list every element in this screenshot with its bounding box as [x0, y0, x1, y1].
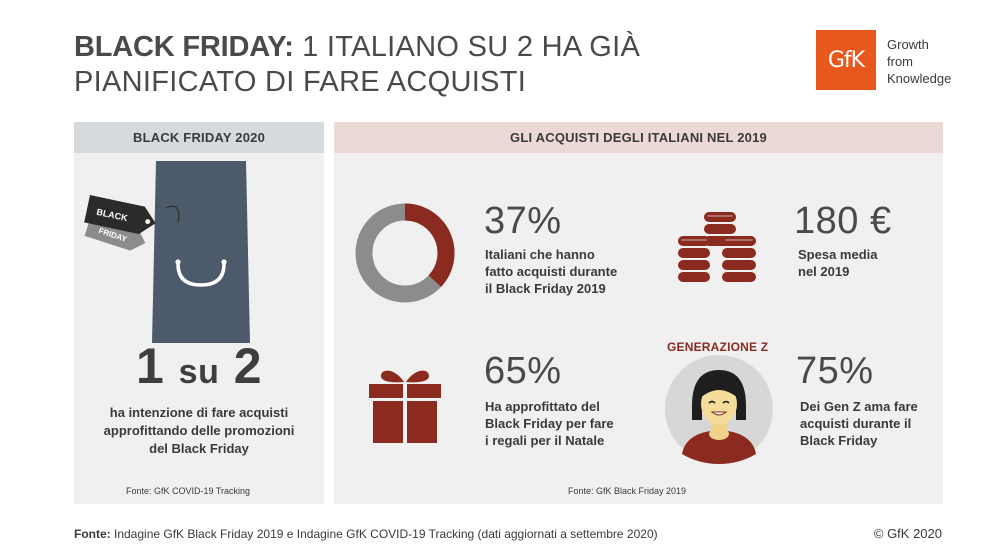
footer-text: Indagine GfK Black Friday 2019 e Indagin…: [114, 527, 658, 541]
left-desc-line3: del Black Friday: [149, 441, 249, 456]
logo-line2: from: [887, 54, 913, 69]
footer-label: Fonte:: [74, 527, 111, 541]
stat-37-line2: fatto acquisti durante: [485, 264, 618, 279]
stat-65-desc: Ha approfittato del Black Friday per far…: [485, 398, 614, 449]
title-line2: PIANIFICATO DI FARE ACQUISTI: [74, 66, 527, 98]
stat-75-line2: acquisti durante il: [800, 416, 912, 431]
page-title: BLACK FRIDAY: 1 ITALIANO SU 2 HA GIÀ PIA…: [74, 30, 714, 100]
big-number-b: 2: [233, 338, 263, 394]
stat-75-line1: Dei Gen Z ama fare: [800, 399, 918, 414]
gfk-logo: GfK: [816, 30, 876, 90]
left-desc-line1: ha intenzione di fare acquisti: [109, 405, 289, 420]
stat-65-value: 65%: [484, 350, 562, 392]
coin-stacks-icon: [678, 212, 756, 282]
donut-chart-icon: [355, 203, 455, 303]
left-panel: BLACK FRIDAY 2020 FRIDAY BLACK 1 su 2 ha…: [74, 122, 324, 504]
stat-65-line3: i regali per il Natale: [485, 433, 605, 448]
logo-line3: Knowledge: [887, 71, 952, 86]
logo-mark: GfK: [827, 47, 865, 73]
stat-75-desc: Dei Gen Z ama fare acquisti durante il B…: [800, 398, 918, 449]
big-ratio: 1 su 2: [74, 337, 324, 395]
stat-37-desc: Italiani che hanno fatto acquisti durant…: [485, 246, 617, 297]
right-source: Fonte: GfK Black Friday 2019: [568, 486, 687, 496]
stat-37-line1: Italiani che hanno: [485, 247, 595, 262]
logo-tagline: Growth from Knowledge: [887, 36, 951, 87]
stat-37-line3: il Black Friday 2019: [485, 281, 606, 296]
logo-line1: Growth: [887, 37, 929, 52]
stat-180-desc: Spesa media nel 2019: [798, 246, 878, 280]
stat-180-value: 180 €: [794, 200, 892, 242]
young-woman-avatar-icon: [665, 355, 773, 464]
gift-box-icon: [369, 370, 441, 443]
stat-75-value: 75%: [796, 350, 874, 392]
gen-z-label: GENERAZIONE Z: [667, 340, 769, 354]
stat-65-line1: Ha approfittato del: [485, 399, 600, 414]
title-rest: 1 ITALIANO SU 2 HA GIÀ: [302, 31, 641, 63]
right-panel-header: GLI ACQUISTI DEGLI ITALIANI NEL 2019: [334, 122, 943, 153]
donut-arc-share: [404, 203, 455, 287]
right-panel: GLI ACQUISTI DEGLI ITALIANI NEL 2019 37%…: [334, 122, 943, 504]
copyright: © GfK 2020: [873, 526, 942, 541]
left-panel-header: BLACK FRIDAY 2020: [74, 122, 324, 153]
stat-75-line3: Black Friday: [800, 433, 878, 448]
stat-37-value: 37%: [484, 200, 562, 242]
big-number-a: 1: [135, 338, 165, 394]
left-source: Fonte: GfK COVID-19 Tracking: [126, 486, 251, 496]
stat-180-line2: nel 2019: [798, 264, 850, 279]
shopping-bag-icon: FRIDAY BLACK: [84, 161, 250, 343]
big-word: su: [178, 353, 220, 391]
stat-180-line1: Spesa media: [798, 247, 878, 262]
footer-source: Fonte: Indagine GfK Black Friday 2019 e …: [74, 527, 658, 541]
left-description: ha intenzione di fare acquisti approfitt…: [84, 404, 314, 458]
title-bold: BLACK FRIDAY:: [74, 31, 294, 63]
left-desc-line2: approfittando delle promozioni: [103, 423, 295, 438]
stat-65-line2: Black Friday per fare: [485, 416, 614, 431]
